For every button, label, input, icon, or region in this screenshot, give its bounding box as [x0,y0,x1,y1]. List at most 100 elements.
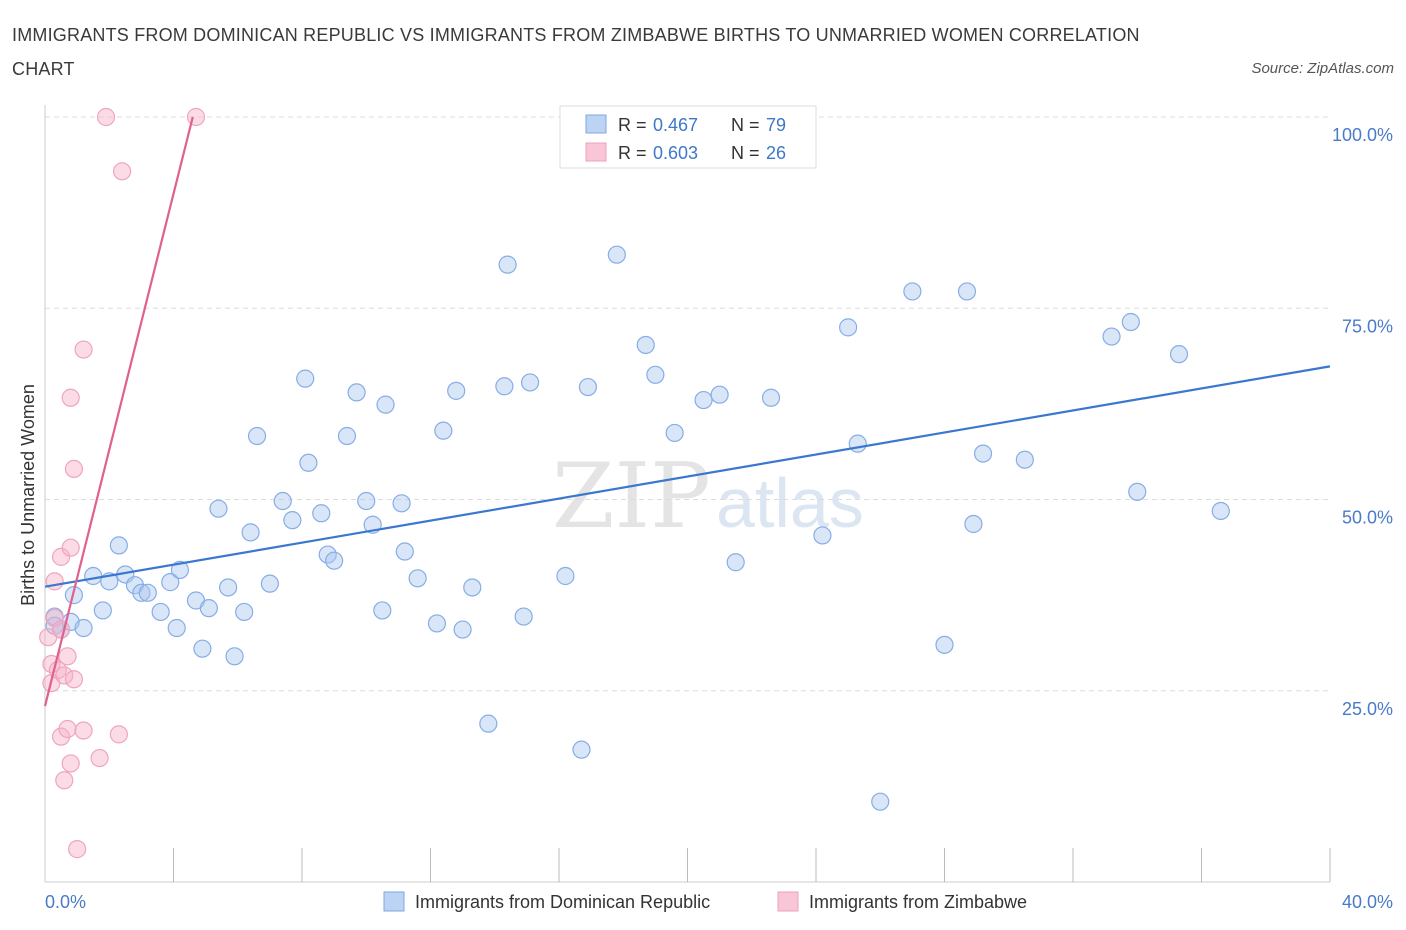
stats-n-label-2: N = [731,143,760,163]
point-dominican-republic [337,426,357,446]
point-dominican-republic [347,383,366,402]
point-dominican-republic [1211,501,1230,521]
point-dominican-republic [273,491,292,511]
point-zimbabwe [186,107,206,127]
point-dominican-republic [219,578,238,597]
point-zimbabwe [74,340,93,359]
stats-n-label-1: N = [731,115,760,135]
point-zimbabwe [45,572,64,591]
point-dominican-republic [296,369,315,388]
point-dominican-republic [665,423,684,443]
point-dominican-republic [241,523,260,542]
y-tick-label: 25.0% [1342,699,1393,719]
point-dominican-republic [170,560,190,579]
point-dominican-republic [138,583,157,602]
trend-lines [43,116,1331,707]
point-dominican-republic [427,614,447,633]
stats-r-label-1: R = [618,115,647,135]
point-dominican-republic [761,388,781,407]
point-dominican-republic [572,740,591,759]
point-dominican-republic [132,583,151,602]
y-tick-label: 100.0% [1332,125,1393,145]
point-dominican-republic [447,381,466,400]
point-dominican-republic [84,566,103,586]
point-dominican-republic [1015,450,1034,469]
point-zimbabwe [109,725,128,744]
stats-r-label-2: R = [618,143,647,163]
point-zimbabwe [58,719,77,739]
point-dominican-republic [312,504,331,523]
point-dominican-republic [235,602,254,622]
point-dominican-republic [93,601,112,620]
point-dominican-republic [726,553,745,572]
point-zimbabwe [68,840,87,859]
point-zimbabwe [64,670,84,689]
y-tick-label: 50.0% [1342,508,1393,528]
legend-label-dominican: Immigrants from Dominican Republic [415,892,710,912]
point-dominican-republic [193,639,212,658]
point-dominican-republic [694,390,713,410]
point-dominican-republic [357,491,376,511]
point-dominican-republic [646,365,665,384]
point-dominican-republic [1102,327,1121,346]
stats-n-value-1: 79 [766,115,786,135]
point-dominican-republic [514,607,533,626]
point-dominican-republic [973,444,993,463]
point-dominican-republic [1128,482,1147,501]
point-dominican-republic [209,499,228,518]
point-dominican-republic [299,453,318,472]
point-dominican-republic [903,282,922,301]
stats-r-value-1: 0.467 [653,115,698,135]
point-dominican-republic [710,385,729,404]
point-dominican-republic [325,551,344,570]
point-dominican-republic [636,335,655,355]
point-dominican-republic [495,377,514,396]
point-dominican-republic [578,377,598,397]
point-zimbabwe [51,620,71,639]
watermark-zip: ZIP [552,444,711,549]
point-dominican-republic [247,426,267,446]
legend-label-zimbabwe: Immigrants from Zimbabwe [809,892,1027,912]
source-note: Source: ZipAtlas.com [1251,60,1394,77]
stats-box: R = 0.467 N = 79 R = 0.603 N = 26 [559,105,817,169]
y-tick-label: 75.0% [1342,316,1393,336]
y-axis-label: Births to Unmarried Women [18,384,38,606]
stats-swatch-pink [585,142,607,162]
point-dominican-republic [434,421,453,440]
stats-n-value-2: 26 [766,143,786,163]
point-dominican-republic [225,647,244,666]
trend-line-dominican-republic [44,365,1331,588]
point-dominican-republic [373,601,392,620]
point-dominican-republic [161,573,180,592]
point-dominican-republic [453,620,472,639]
point-dominican-republic [283,511,302,530]
point-zimbabwe [45,608,64,628]
point-dominican-republic [479,714,498,733]
point-dominican-republic [1121,312,1140,332]
point-dominican-republic [1169,345,1189,364]
point-dominican-republic [151,602,170,622]
point-dominican-republic [839,318,858,337]
point-dominican-republic [607,245,626,264]
point-zimbabwe [90,748,109,768]
point-zimbabwe [64,459,84,478]
legend-swatch-dominican [383,891,405,912]
point-dominican-republic [556,566,575,586]
point-dominican-republic [74,618,93,638]
x-tick-label: 0.0% [45,892,86,912]
point-dominican-republic [848,434,867,453]
point-dominican-republic [935,635,954,654]
point-dominican-republic [964,514,983,534]
point-dominican-republic [408,569,427,588]
chart-title: IMMIGRANTS FROM DOMINICAN REPUBLIC VS IM… [12,25,1140,79]
stats-swatch-blue [585,114,607,134]
point-dominican-republic [463,578,482,597]
x-tick-label: 40.0% [1342,892,1393,912]
point-dominican-republic [498,255,517,274]
point-dominican-republic [395,542,414,561]
legend: Immigrants from Dominican Republic Immig… [383,891,1027,912]
point-zimbabwe [61,388,80,407]
grid [45,116,1330,692]
point-dominican-republic [871,792,890,811]
point-dominican-republic [376,395,395,414]
